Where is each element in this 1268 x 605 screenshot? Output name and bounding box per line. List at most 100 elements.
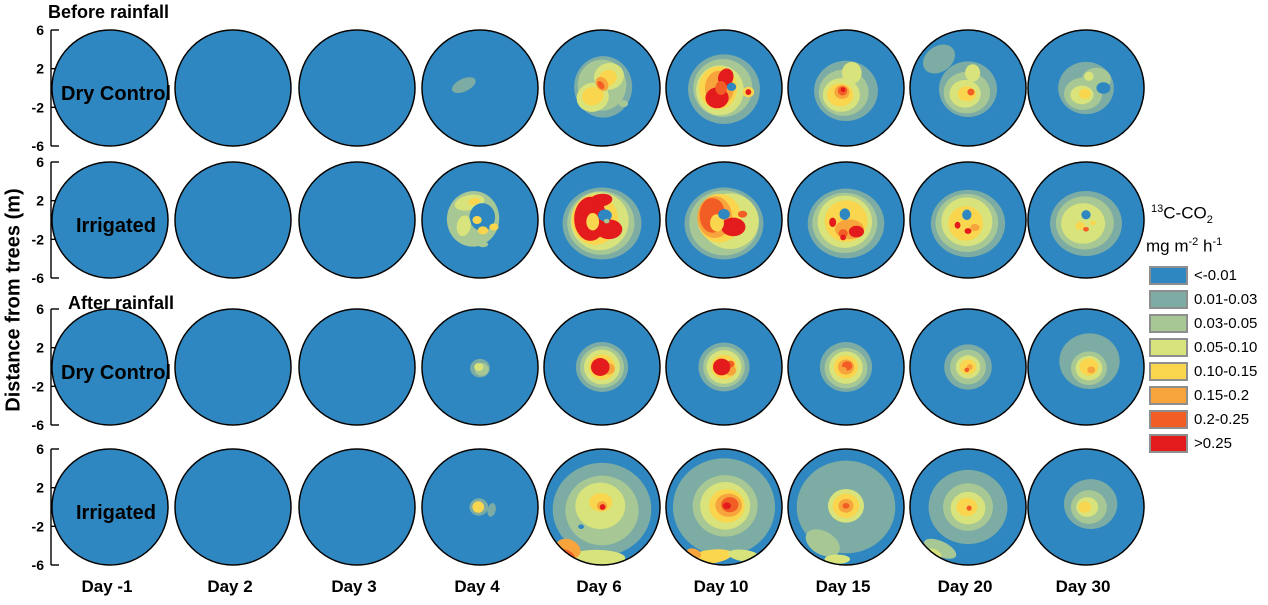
plot-circle-outline bbox=[298, 448, 416, 566]
plot-circle-outline bbox=[787, 308, 905, 426]
plot-circle-outline bbox=[665, 448, 783, 566]
legend-color-swatch bbox=[1149, 266, 1188, 286]
contour-plot-row2-col3 bbox=[299, 162, 415, 278]
contour-plot-row1-col6 bbox=[666, 30, 782, 146]
y-tick-label: 2 bbox=[36, 193, 44, 209]
contour-plot-row4-col7 bbox=[788, 449, 904, 565]
legend-entry: 0.2-0.25 bbox=[1149, 410, 1268, 430]
contour-plot-row2-col7 bbox=[788, 162, 904, 278]
y-tick-label: 6 bbox=[36, 441, 44, 457]
legend-entry-label: >0.25 bbox=[1194, 435, 1232, 453]
contour-plot-row4-col3 bbox=[299, 449, 415, 565]
legend-color-swatch bbox=[1149, 434, 1188, 454]
legend-title-subscript: 2 bbox=[1206, 214, 1213, 227]
contour-plot-row4-col9 bbox=[1028, 449, 1144, 565]
legend-entries: <-0.01 0.01-0.03 0.03-0.05 0.05-0.10 0.10-0.… bbox=[1146, 266, 1268, 454]
legend-entry-label: <-0.01 bbox=[1194, 267, 1237, 285]
contour-plot-row3-col7 bbox=[788, 309, 904, 425]
plot-circle-outline bbox=[787, 29, 905, 147]
legend-entry-label: 0.05-0.10 bbox=[1194, 339, 1258, 357]
y-tick-label: -6 bbox=[32, 270, 45, 286]
plot-circle-outline bbox=[543, 308, 661, 426]
plot-circle-outline bbox=[298, 29, 416, 147]
x-axis-label: Day -1 bbox=[81, 577, 132, 596]
plot-circle-outline bbox=[298, 308, 416, 426]
legend-title-molecule: C-CO bbox=[1163, 203, 1207, 223]
contour-plot-row1-col7 bbox=[788, 30, 904, 146]
plot-circle-outline bbox=[787, 448, 905, 566]
plot-circle-outline bbox=[1027, 448, 1145, 566]
plot-circle-outline bbox=[174, 308, 292, 426]
legend-entry-label: 0.01-0.03 bbox=[1194, 291, 1258, 309]
plot-circle-outline bbox=[174, 29, 292, 147]
plot-circle-outline bbox=[1027, 29, 1145, 147]
contour-plot-row2-col9 bbox=[1028, 162, 1144, 278]
plot-circle-outline bbox=[421, 448, 539, 566]
y-tick-label: -6 bbox=[32, 557, 45, 573]
contour-plot-row2-col2 bbox=[175, 162, 291, 278]
legend-entry: 0.01-0.03 bbox=[1149, 290, 1268, 310]
contour-plot-row2-col1 bbox=[52, 162, 168, 278]
plot-circle-outline bbox=[298, 161, 416, 279]
contour-plot-row4-col1 bbox=[52, 449, 168, 565]
contour-plot-row1-col9 bbox=[1028, 30, 1144, 146]
plot-circle-outline bbox=[421, 29, 539, 147]
legend: 13C-CO2 mg m-2 h-1 <-0.01 0.01-0.03 0.03-0… bbox=[1146, 198, 1268, 460]
legend-entry: 0.05-0.10 bbox=[1149, 338, 1268, 358]
plot-circle-outline bbox=[543, 29, 661, 147]
y-tick-label: 6 bbox=[36, 301, 44, 317]
treatment-label: Dry Control bbox=[61, 362, 171, 384]
contour-plot-row1-col8 bbox=[910, 30, 1026, 146]
x-axis-label: Day 15 bbox=[816, 577, 871, 596]
legend-title-isotope: 13 bbox=[1151, 203, 1164, 215]
plot-circle-outline bbox=[421, 161, 539, 279]
contour-plot-row4-col4 bbox=[422, 449, 538, 565]
contour-plot-row3-col4 bbox=[422, 309, 538, 425]
contour-plot-row3-col2 bbox=[175, 309, 291, 425]
contour-plot-row1-col5 bbox=[544, 30, 660, 146]
y-tick-label: -2 bbox=[32, 378, 45, 394]
plot-circle-outline bbox=[51, 448, 169, 566]
plot-circle-outline bbox=[909, 29, 1027, 147]
plot-circle-outline bbox=[51, 29, 169, 147]
legend-entry-label: 0.2-0.25 bbox=[1194, 411, 1250, 429]
x-axis-label: Day 4 bbox=[454, 577, 500, 596]
contour-plot-row1-col2 bbox=[175, 30, 291, 146]
y-tick-label: 2 bbox=[36, 340, 44, 356]
plot-circle-outline bbox=[421, 308, 539, 426]
plot-circle-outline bbox=[543, 161, 661, 279]
plot-circle-outline bbox=[1027, 161, 1145, 279]
contour-plot-row2-col5 bbox=[544, 162, 660, 278]
contour-plot-row2-col8 bbox=[910, 162, 1026, 278]
treatment-label: Dry Control bbox=[61, 83, 171, 105]
legend-entry-label: 0.15-0.2 bbox=[1194, 387, 1250, 405]
plot-circle-outline bbox=[909, 448, 1027, 566]
y-tick-label: -2 bbox=[32, 231, 45, 247]
y-tick-label: 2 bbox=[36, 480, 44, 496]
treatment-label: Irrigated bbox=[76, 502, 156, 524]
contour-plot-row3-col6 bbox=[666, 309, 782, 425]
legend-entry: 0.03-0.05 bbox=[1149, 314, 1268, 334]
section-title-before-rainfall: Before rainfall bbox=[48, 2, 170, 22]
plot-circle-outline bbox=[543, 448, 661, 566]
legend-color-swatch bbox=[1149, 314, 1188, 334]
legend-color-swatch bbox=[1149, 386, 1188, 406]
legend-color-swatch bbox=[1149, 290, 1188, 310]
plot-circle-outline bbox=[787, 161, 905, 279]
contour-plot-row2-col4 bbox=[422, 162, 538, 278]
plot-circle-outline bbox=[174, 161, 292, 279]
contour-plot-row3-col5 bbox=[544, 309, 660, 425]
y-tick-label: -6 bbox=[32, 138, 45, 154]
contour-plot-row3-col8 bbox=[910, 309, 1026, 425]
contour-plot-row3-col3 bbox=[299, 309, 415, 425]
legend-entry: >0.25 bbox=[1149, 434, 1268, 454]
legend-units: mg m-2 h-1 bbox=[1146, 236, 1223, 256]
x-axis-label: Day 30 bbox=[1056, 577, 1111, 596]
legend-color-swatch bbox=[1149, 362, 1188, 382]
plot-circle-outline bbox=[909, 308, 1027, 426]
contour-plot-row1-col3 bbox=[299, 30, 415, 146]
contour-plot-row3-col9 bbox=[1028, 309, 1144, 425]
legend-color-swatch bbox=[1149, 410, 1188, 430]
